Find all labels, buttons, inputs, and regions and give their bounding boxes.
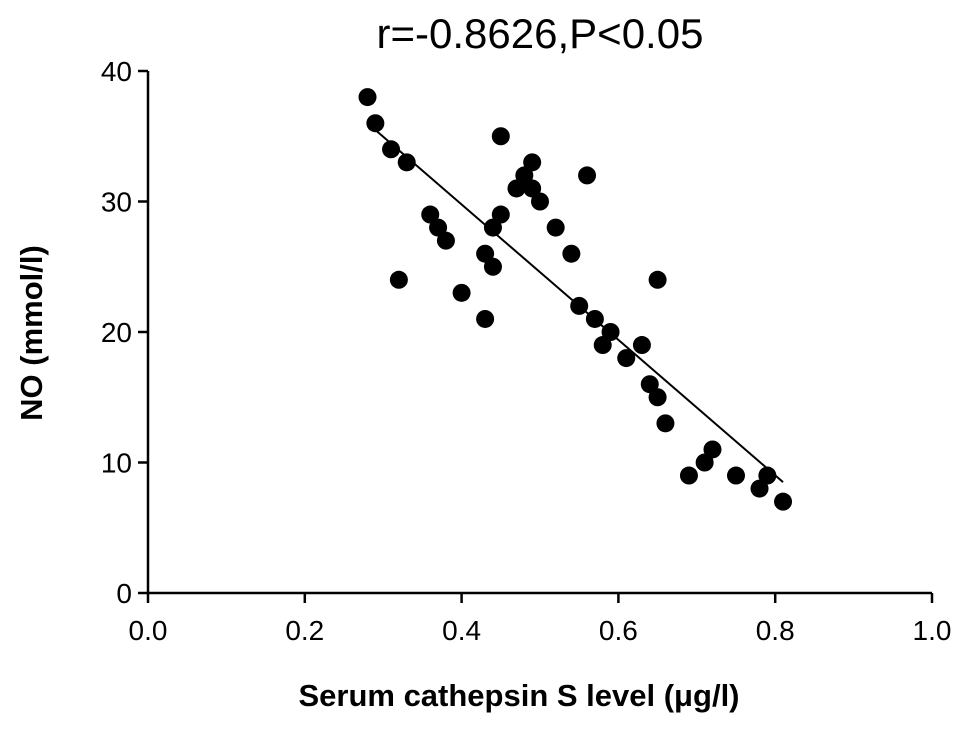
data-point xyxy=(366,114,385,133)
data-point xyxy=(531,192,549,211)
data-point xyxy=(483,257,502,276)
y-tick-label: 20 xyxy=(101,317,132,348)
y-axis-label: NO (mmol/l) xyxy=(14,245,49,421)
data-point xyxy=(593,336,612,355)
y-tick-label: 40 xyxy=(101,56,132,87)
data-point xyxy=(429,218,448,237)
y-tick-label: 10 xyxy=(101,448,132,479)
data-point xyxy=(562,244,581,263)
data-point xyxy=(491,205,510,224)
data-point xyxy=(523,153,542,172)
data-point xyxy=(632,336,651,355)
data-point xyxy=(585,309,604,328)
data-point xyxy=(648,270,667,289)
x-tick-label: 0.4 xyxy=(442,615,481,646)
x-tick-label: 0.0 xyxy=(129,615,168,646)
data-point xyxy=(679,466,698,485)
data-point xyxy=(656,414,675,433)
data-point xyxy=(382,140,401,159)
x-tick-label: 1.0 xyxy=(913,615,952,646)
data-point xyxy=(476,244,495,263)
y-tick-label: 30 xyxy=(101,187,132,218)
data-point xyxy=(491,127,510,146)
data-point xyxy=(578,166,597,185)
data-point xyxy=(750,479,769,498)
y-tick-label: 0 xyxy=(116,578,132,609)
data-point xyxy=(421,205,440,224)
data-point xyxy=(476,309,495,328)
y-axis: 0 10 20 30 40 xyxy=(101,56,150,609)
data-point xyxy=(727,466,745,485)
data-point xyxy=(774,492,793,511)
data-point xyxy=(617,349,636,368)
data-point xyxy=(397,153,416,172)
x-tick-label: 0.2 xyxy=(285,615,324,646)
data-point xyxy=(648,388,667,407)
data-point xyxy=(389,270,408,289)
data-point xyxy=(483,218,502,237)
data-point xyxy=(546,218,565,237)
data-point xyxy=(570,296,589,315)
chart-title: r=-0.8626,P<0.05 xyxy=(377,10,704,57)
data-point xyxy=(515,166,534,185)
x-axis-label: Serum cathepsin S level (μg/l) xyxy=(298,678,739,713)
data-point xyxy=(358,88,377,107)
data-point xyxy=(436,231,455,250)
data-point xyxy=(523,179,542,198)
x-tick-label: 0.8 xyxy=(756,615,795,646)
data-point xyxy=(695,453,714,472)
data-point xyxy=(452,283,471,302)
x-tick-label: 0.6 xyxy=(599,615,638,646)
data-point xyxy=(601,323,620,341)
data-point xyxy=(758,466,777,485)
data-point xyxy=(507,179,526,198)
data-point xyxy=(640,375,659,394)
data-point xyxy=(703,440,722,459)
data-points xyxy=(358,88,793,511)
x-axis: 0.0 0.2 0.4 0.6 0.8 1.0 xyxy=(129,591,952,646)
